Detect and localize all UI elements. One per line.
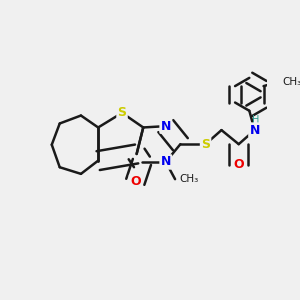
Text: O: O	[130, 175, 141, 188]
Text: H: H	[252, 115, 260, 125]
Text: S: S	[201, 138, 210, 151]
Text: S: S	[118, 106, 127, 119]
Text: CH₃: CH₃	[179, 174, 198, 184]
Text: CH₃: CH₃	[282, 77, 300, 87]
Text: N: N	[160, 120, 171, 133]
Text: O: O	[233, 158, 244, 171]
Text: N: N	[249, 124, 260, 136]
Text: N: N	[160, 155, 171, 168]
